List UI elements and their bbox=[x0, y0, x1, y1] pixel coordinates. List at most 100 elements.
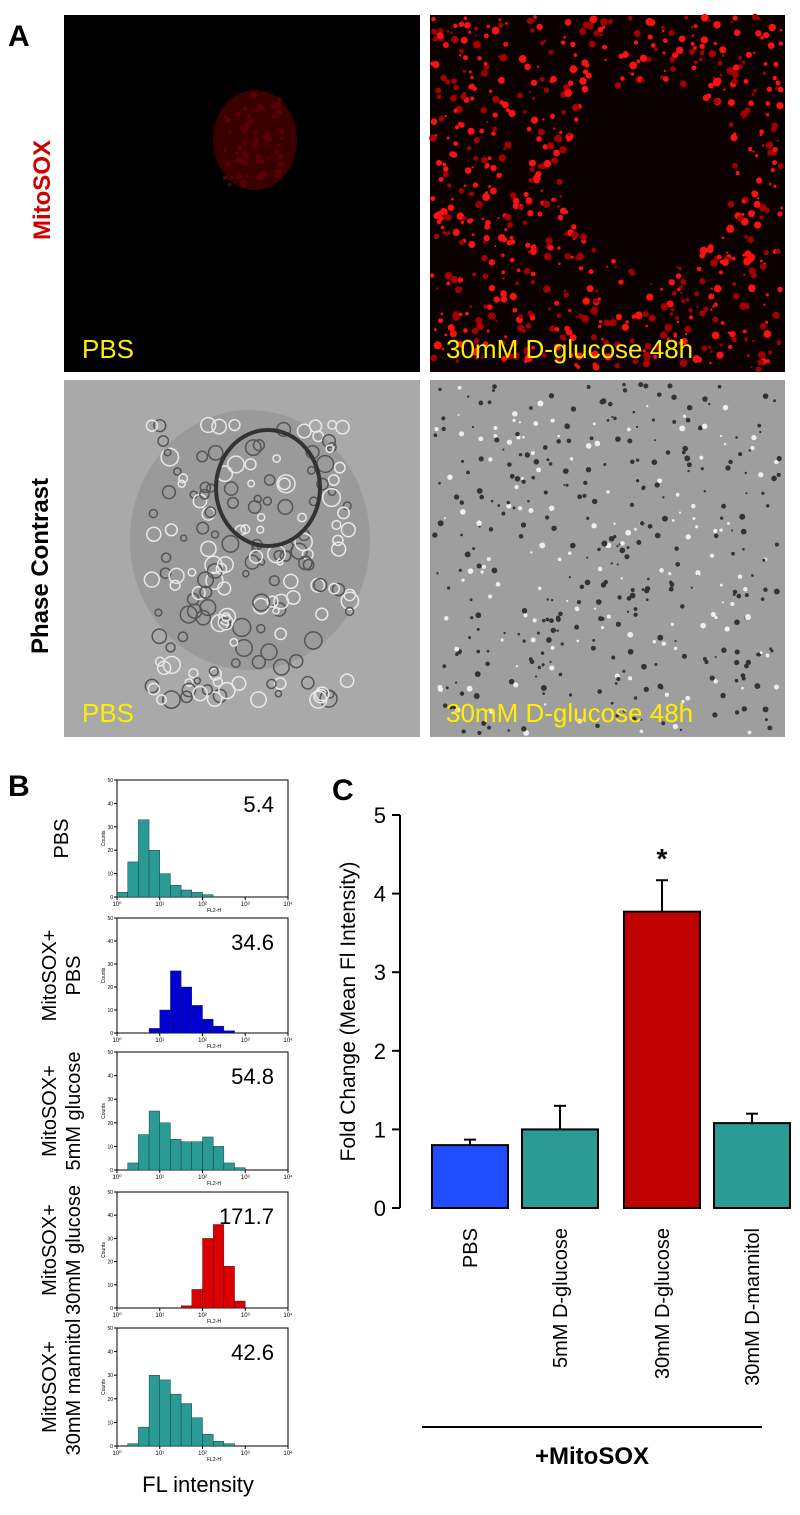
speck bbox=[518, 314, 523, 319]
speck bbox=[454, 646, 460, 652]
vesicle bbox=[148, 508, 159, 519]
speck bbox=[661, 25, 665, 30]
speck bbox=[615, 436, 621, 442]
speck bbox=[752, 150, 755, 153]
speck bbox=[476, 649, 481, 654]
y-tick-label: 30 bbox=[107, 1097, 113, 1103]
speck bbox=[434, 426, 439, 432]
speck bbox=[546, 637, 552, 643]
speck bbox=[666, 337, 670, 341]
speck bbox=[510, 339, 518, 347]
histogram-bar bbox=[223, 1162, 235, 1171]
speck bbox=[558, 672, 563, 677]
speck bbox=[777, 315, 781, 318]
speck bbox=[631, 314, 637, 319]
speck bbox=[513, 682, 519, 688]
speck bbox=[714, 615, 718, 620]
speck bbox=[731, 78, 738, 85]
speck bbox=[665, 450, 671, 455]
speck bbox=[271, 114, 277, 120]
speck bbox=[532, 96, 536, 100]
speck bbox=[657, 634, 664, 641]
bar bbox=[623, 910, 701, 1209]
speck bbox=[536, 136, 542, 142]
vesicle bbox=[283, 573, 299, 590]
speck bbox=[759, 651, 763, 655]
vesicle bbox=[155, 694, 167, 706]
speck bbox=[225, 116, 232, 123]
speck bbox=[432, 532, 438, 538]
speck bbox=[540, 651, 545, 655]
speck bbox=[719, 73, 723, 77]
speck bbox=[512, 202, 520, 210]
speck bbox=[515, 431, 520, 437]
speck bbox=[545, 515, 550, 520]
speck bbox=[440, 312, 444, 316]
y-tick-label: 30 bbox=[107, 825, 113, 831]
speck bbox=[235, 111, 241, 117]
vesicle bbox=[160, 447, 180, 467]
speck bbox=[461, 729, 466, 734]
speck bbox=[488, 594, 493, 599]
speck bbox=[759, 129, 764, 135]
vesicle bbox=[312, 430, 325, 443]
speck bbox=[501, 340, 506, 346]
histogram-bar bbox=[159, 873, 171, 898]
x-tick-label: 10³ bbox=[241, 1175, 250, 1181]
image-pbs-mitosox bbox=[64, 15, 420, 372]
vesicle bbox=[302, 558, 315, 571]
speck bbox=[711, 331, 720, 340]
speck bbox=[476, 563, 482, 569]
speck bbox=[739, 302, 747, 311]
speck bbox=[242, 151, 249, 159]
speck bbox=[251, 142, 258, 149]
x-tick-label: 10⁰ bbox=[112, 901, 122, 908]
speck bbox=[668, 572, 672, 576]
speck bbox=[469, 83, 475, 90]
speck bbox=[556, 313, 562, 319]
vesicle bbox=[210, 530, 220, 539]
speck bbox=[659, 685, 664, 690]
histogram-bar bbox=[202, 1238, 214, 1309]
speck bbox=[585, 72, 592, 79]
speck bbox=[629, 61, 638, 70]
speck bbox=[636, 539, 642, 545]
speck bbox=[727, 522, 730, 525]
vesicle bbox=[277, 477, 291, 491]
histogram-bar bbox=[191, 1417, 203, 1447]
x-tick-label: 10³ bbox=[241, 1038, 250, 1044]
speck bbox=[525, 323, 532, 329]
speck bbox=[603, 319, 611, 327]
speck bbox=[447, 183, 452, 188]
speck bbox=[614, 265, 618, 269]
speck bbox=[714, 655, 717, 659]
speck bbox=[529, 659, 535, 665]
speck bbox=[616, 677, 621, 682]
speck bbox=[503, 147, 507, 151]
speck bbox=[679, 285, 683, 289]
vesicle bbox=[216, 556, 234, 574]
speck bbox=[517, 203, 525, 211]
vesicle bbox=[306, 465, 316, 475]
annotation: 34.6 bbox=[231, 930, 274, 955]
speck bbox=[253, 131, 258, 135]
histogram-bar bbox=[212, 1441, 225, 1447]
speck bbox=[489, 89, 493, 93]
speck bbox=[620, 541, 625, 546]
speck bbox=[645, 324, 648, 328]
speck bbox=[591, 247, 597, 253]
y-tick-label: 20 bbox=[107, 985, 113, 991]
speck bbox=[763, 62, 768, 66]
speck bbox=[486, 24, 490, 29]
speck bbox=[668, 29, 675, 37]
speck bbox=[767, 149, 774, 156]
vesicle bbox=[196, 450, 209, 463]
speck bbox=[467, 568, 474, 574]
speck bbox=[636, 59, 641, 64]
speck bbox=[673, 646, 678, 651]
speck bbox=[667, 383, 673, 389]
vesicle bbox=[232, 617, 252, 638]
speck bbox=[561, 110, 566, 115]
speck bbox=[768, 182, 772, 186]
